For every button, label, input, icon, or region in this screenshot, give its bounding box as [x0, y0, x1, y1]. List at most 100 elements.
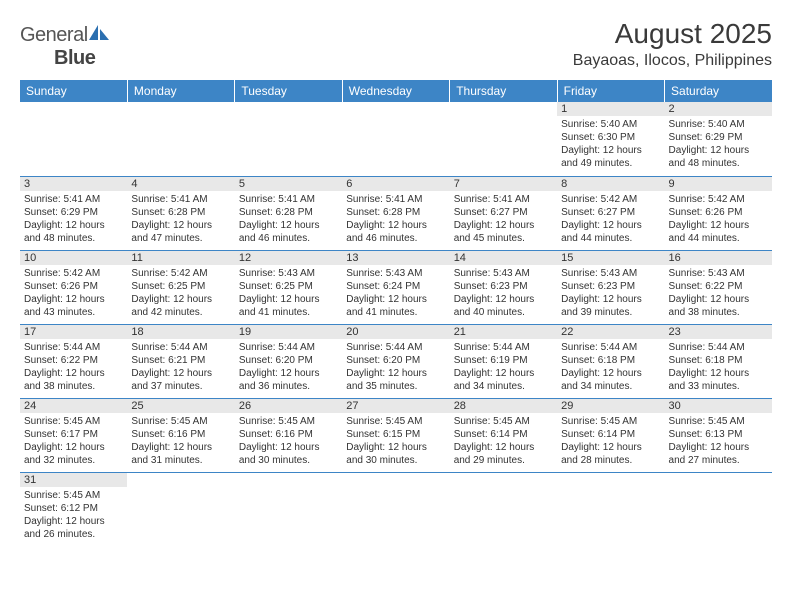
day-data: Sunrise: 5:44 AMSunset: 6:22 PMDaylight:…	[20, 339, 127, 397]
logo-text: GeneralBlue	[20, 24, 111, 70]
day-number: 31	[20, 473, 127, 487]
weekday-header: Saturday	[665, 80, 772, 102]
day-data: Sunrise: 5:45 AMSunset: 6:17 PMDaylight:…	[20, 413, 127, 471]
calendar-cell: 4Sunrise: 5:41 AMSunset: 6:28 PMDaylight…	[127, 176, 234, 250]
day-number: 20	[342, 325, 449, 339]
day-data: Sunrise: 5:45 AMSunset: 6:16 PMDaylight:…	[127, 413, 234, 471]
day-data: Sunrise: 5:40 AMSunset: 6:29 PMDaylight:…	[665, 116, 772, 174]
day-number: 7	[450, 177, 557, 191]
calendar-cell: 16Sunrise: 5:43 AMSunset: 6:22 PMDayligh…	[665, 250, 772, 324]
day-number: 14	[450, 251, 557, 265]
day-number: 1	[557, 102, 664, 116]
day-data: Sunrise: 5:42 AMSunset: 6:27 PMDaylight:…	[557, 191, 664, 249]
day-data: Sunrise: 5:45 AMSunset: 6:14 PMDaylight:…	[450, 413, 557, 471]
calendar-cell: 5Sunrise: 5:41 AMSunset: 6:28 PMDaylight…	[235, 176, 342, 250]
calendar-cell: 22Sunrise: 5:44 AMSunset: 6:18 PMDayligh…	[557, 324, 664, 398]
day-data: Sunrise: 5:41 AMSunset: 6:28 PMDaylight:…	[127, 191, 234, 249]
day-number: 27	[342, 399, 449, 413]
calendar-table: SundayMondayTuesdayWednesdayThursdayFrid…	[20, 80, 772, 546]
day-data: Sunrise: 5:44 AMSunset: 6:18 PMDaylight:…	[665, 339, 772, 397]
day-data: Sunrise: 5:40 AMSunset: 6:30 PMDaylight:…	[557, 116, 664, 174]
location: Bayaoas, Ilocos, Philippines	[573, 52, 772, 70]
weekday-header: Monday	[127, 80, 234, 102]
day-data: Sunrise: 5:45 AMSunset: 6:15 PMDaylight:…	[342, 413, 449, 471]
calendar-cell: 8Sunrise: 5:42 AMSunset: 6:27 PMDaylight…	[557, 176, 664, 250]
day-number: 21	[450, 325, 557, 339]
calendar-cell: 9Sunrise: 5:42 AMSunset: 6:26 PMDaylight…	[665, 176, 772, 250]
calendar-cell	[127, 472, 234, 546]
day-number: 17	[20, 325, 127, 339]
calendar-cell: 1Sunrise: 5:40 AMSunset: 6:30 PMDaylight…	[557, 102, 664, 176]
day-number: 10	[20, 251, 127, 265]
logo-text-b: Blue	[54, 47, 95, 69]
sail-icon	[89, 24, 111, 47]
calendar-cell: 15Sunrise: 5:43 AMSunset: 6:23 PMDayligh…	[557, 250, 664, 324]
calendar-cell: 27Sunrise: 5:45 AMSunset: 6:15 PMDayligh…	[342, 398, 449, 472]
weekday-header: Thursday	[450, 80, 557, 102]
calendar-cell: 13Sunrise: 5:43 AMSunset: 6:24 PMDayligh…	[342, 250, 449, 324]
day-number: 25	[127, 399, 234, 413]
calendar-cell	[127, 102, 234, 176]
calendar-cell	[342, 102, 449, 176]
logo: GeneralBlue	[20, 24, 111, 70]
calendar-header-row: SundayMondayTuesdayWednesdayThursdayFrid…	[20, 80, 772, 102]
weekday-header: Wednesday	[342, 80, 449, 102]
day-data: Sunrise: 5:44 AMSunset: 6:18 PMDaylight:…	[557, 339, 664, 397]
day-data: Sunrise: 5:42 AMSunset: 6:26 PMDaylight:…	[20, 265, 127, 323]
calendar-cell: 30Sunrise: 5:45 AMSunset: 6:13 PMDayligh…	[665, 398, 772, 472]
calendar-cell: 10Sunrise: 5:42 AMSunset: 6:26 PMDayligh…	[20, 250, 127, 324]
calendar-body: 1Sunrise: 5:40 AMSunset: 6:30 PMDaylight…	[20, 102, 772, 546]
day-data: Sunrise: 5:41 AMSunset: 6:28 PMDaylight:…	[342, 191, 449, 249]
calendar-cell: 23Sunrise: 5:44 AMSunset: 6:18 PMDayligh…	[665, 324, 772, 398]
calendar-cell	[20, 102, 127, 176]
day-number: 24	[20, 399, 127, 413]
day-number: 28	[450, 399, 557, 413]
calendar-cell	[235, 102, 342, 176]
day-data: Sunrise: 5:45 AMSunset: 6:12 PMDaylight:…	[20, 487, 127, 545]
calendar-cell: 3Sunrise: 5:41 AMSunset: 6:29 PMDaylight…	[20, 176, 127, 250]
calendar-cell	[342, 472, 449, 546]
weekday-header: Sunday	[20, 80, 127, 102]
day-number: 5	[235, 177, 342, 191]
day-number: 13	[342, 251, 449, 265]
day-data: Sunrise: 5:45 AMSunset: 6:14 PMDaylight:…	[557, 413, 664, 471]
calendar-cell: 2Sunrise: 5:40 AMSunset: 6:29 PMDaylight…	[665, 102, 772, 176]
calendar-cell: 19Sunrise: 5:44 AMSunset: 6:20 PMDayligh…	[235, 324, 342, 398]
calendar-cell	[235, 472, 342, 546]
day-number: 30	[665, 399, 772, 413]
day-data: Sunrise: 5:41 AMSunset: 6:27 PMDaylight:…	[450, 191, 557, 249]
calendar-cell: 31Sunrise: 5:45 AMSunset: 6:12 PMDayligh…	[20, 472, 127, 546]
day-number: 16	[665, 251, 772, 265]
day-data: Sunrise: 5:43 AMSunset: 6:25 PMDaylight:…	[235, 265, 342, 323]
calendar-cell: 7Sunrise: 5:41 AMSunset: 6:27 PMDaylight…	[450, 176, 557, 250]
day-data: Sunrise: 5:42 AMSunset: 6:25 PMDaylight:…	[127, 265, 234, 323]
calendar-cell: 20Sunrise: 5:44 AMSunset: 6:20 PMDayligh…	[342, 324, 449, 398]
calendar-cell: 17Sunrise: 5:44 AMSunset: 6:22 PMDayligh…	[20, 324, 127, 398]
day-number: 6	[342, 177, 449, 191]
day-data: Sunrise: 5:45 AMSunset: 6:16 PMDaylight:…	[235, 413, 342, 471]
day-data: Sunrise: 5:43 AMSunset: 6:24 PMDaylight:…	[342, 265, 449, 323]
day-number: 9	[665, 177, 772, 191]
calendar-cell: 6Sunrise: 5:41 AMSunset: 6:28 PMDaylight…	[342, 176, 449, 250]
day-data: Sunrise: 5:41 AMSunset: 6:29 PMDaylight:…	[20, 191, 127, 249]
calendar-cell: 26Sunrise: 5:45 AMSunset: 6:16 PMDayligh…	[235, 398, 342, 472]
day-data: Sunrise: 5:43 AMSunset: 6:23 PMDaylight:…	[557, 265, 664, 323]
calendar-cell: 21Sunrise: 5:44 AMSunset: 6:19 PMDayligh…	[450, 324, 557, 398]
day-number: 11	[127, 251, 234, 265]
header: GeneralBlue August 2025 Bayaoas, Ilocos,…	[20, 18, 772, 70]
day-number: 29	[557, 399, 664, 413]
day-number: 15	[557, 251, 664, 265]
calendar-cell	[450, 102, 557, 176]
day-number: 12	[235, 251, 342, 265]
day-data: Sunrise: 5:41 AMSunset: 6:28 PMDaylight:…	[235, 191, 342, 249]
day-data: Sunrise: 5:44 AMSunset: 6:20 PMDaylight:…	[235, 339, 342, 397]
calendar-cell	[557, 472, 664, 546]
day-number: 18	[127, 325, 234, 339]
day-number: 4	[127, 177, 234, 191]
logo-text-a: General	[20, 24, 88, 46]
day-number: 23	[665, 325, 772, 339]
calendar-cell: 11Sunrise: 5:42 AMSunset: 6:25 PMDayligh…	[127, 250, 234, 324]
calendar-cell: 24Sunrise: 5:45 AMSunset: 6:17 PMDayligh…	[20, 398, 127, 472]
day-data: Sunrise: 5:45 AMSunset: 6:13 PMDaylight:…	[665, 413, 772, 471]
day-number: 2	[665, 102, 772, 116]
